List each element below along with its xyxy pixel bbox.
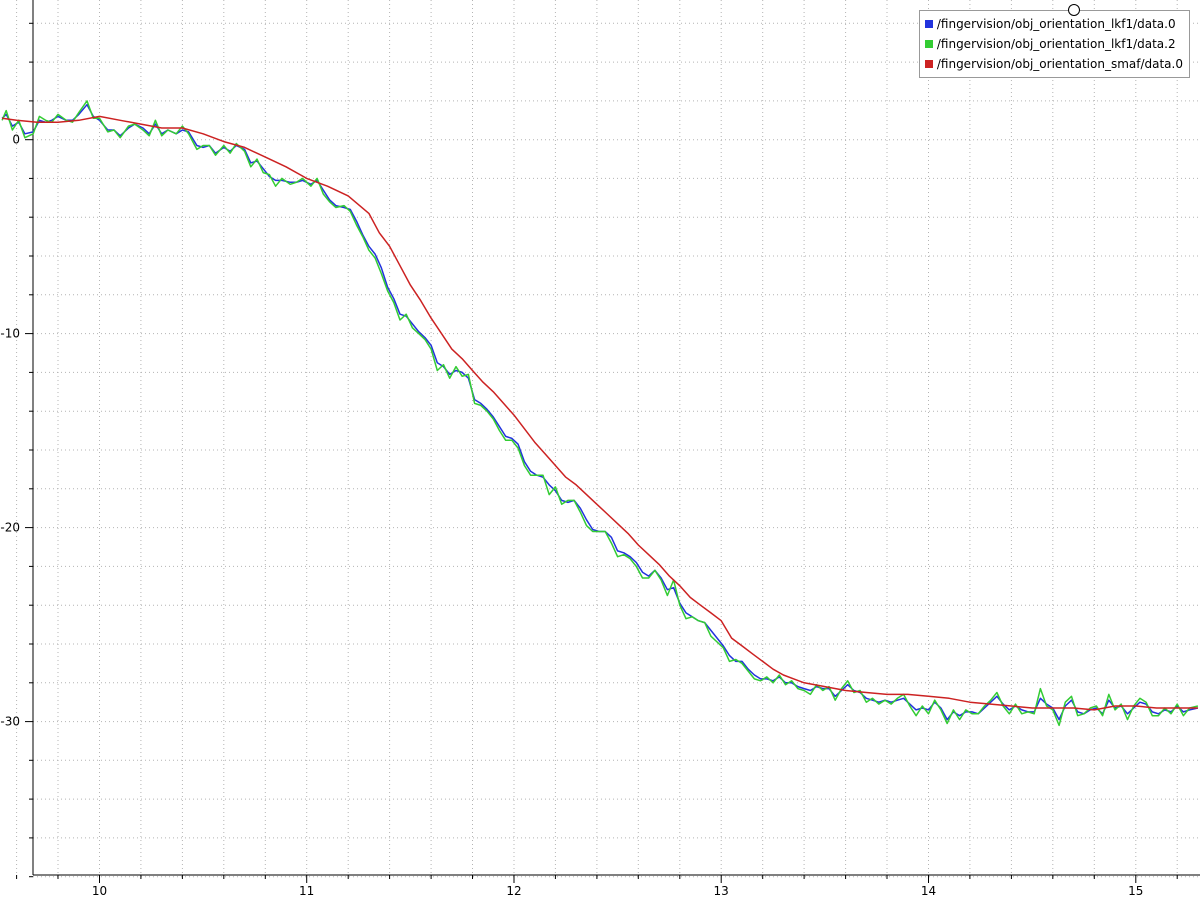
legend-label: /fingervision/obj_orientation_lkf1/data.… <box>936 37 1176 51</box>
x-tick-label: 11 <box>299 884 314 898</box>
tick-labels: 10 11 12 13 14 15 0 -10 -20 -30 <box>0 133 1143 898</box>
y-tick-label: 0 <box>12 133 20 147</box>
x-tick-label: 15 <box>1128 884 1143 898</box>
series-line-lkf1-data0 <box>1 103 1199 721</box>
y-tick-label: -10 <box>0 327 20 341</box>
grid-lines <box>16 0 1200 878</box>
legend-label: /fingervision/obj_orientation_lkf1/data.… <box>936 17 1176 31</box>
legend-item-lkf1-data0[interactable]: /fingervision/obj_orientation_lkf1/data.… <box>924 14 1183 34</box>
series-line-lkf1-data2 <box>1 100 1199 727</box>
x-tick-label: 13 <box>714 884 729 898</box>
legend-item-lkf1-data2[interactable]: /fingervision/obj_orientation_lkf1/data.… <box>924 34 1183 54</box>
legend-swatch <box>924 60 933 68</box>
series-lines <box>1 100 1199 727</box>
legend-swatch <box>924 20 933 28</box>
x-tick-label: 14 <box>921 884 936 898</box>
y-tick-label: -30 <box>0 715 20 729</box>
x-tick-label: 10 <box>92 884 107 898</box>
legend-label: /fingervision/obj_orientation_smaf/data.… <box>936 57 1183 71</box>
legend-drag-handle[interactable] <box>1068 4 1080 16</box>
y-tick-label: -20 <box>0 521 20 535</box>
legend-swatch <box>924 40 933 48</box>
axes <box>16 0 1200 883</box>
x-tick-label: 12 <box>506 884 521 898</box>
legend-item-smaf-data0[interactable]: /fingervision/obj_orientation_smaf/data.… <box>924 54 1183 74</box>
series-line-smaf-data0 <box>1 115 1198 711</box>
legend[interactable]: /fingervision/obj_orientation_lkf1/data.… <box>918 10 1190 78</box>
